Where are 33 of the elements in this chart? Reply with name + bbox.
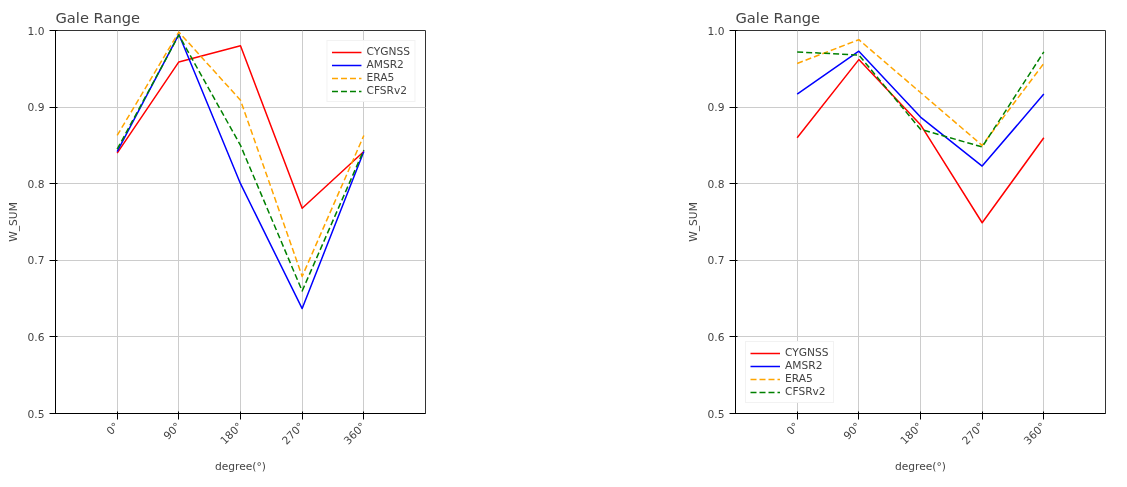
y-tick-label: 0.6 — [27, 330, 45, 344]
chart-title: Gale Range — [55, 8, 141, 26]
legend-label: ERA5 — [366, 71, 395, 84]
y-tick-label: 1.0 — [707, 24, 725, 38]
legend-label: CFSRv2 — [785, 385, 826, 398]
chart-title: Gale Range — [735, 8, 821, 26]
x-axis-title: degree(°) — [215, 459, 267, 473]
x-tick-label: 0° — [104, 419, 122, 438]
line-series — [796, 58, 1045, 224]
line-series — [116, 45, 365, 209]
legend-label: CYGNSS — [785, 346, 829, 359]
y-axis-title: W_SUM — [686, 202, 700, 242]
legend-label: ERA5 — [785, 372, 813, 385]
y-tick-label: 0.9 — [707, 101, 725, 115]
legend-label: AMSR2 — [366, 58, 404, 71]
y-tick-label: 0.8 — [707, 177, 725, 191]
y-tick-label: 0.9 — [27, 101, 45, 115]
x-tick-label: 0° — [784, 419, 802, 438]
y-tick-label: 0.5 — [27, 407, 45, 421]
line-series — [796, 50, 1045, 167]
x-axis-title: degree(°) — [895, 459, 947, 473]
legend-label: AMSR2 — [785, 359, 823, 372]
y-tick-label: 0.8 — [27, 177, 45, 191]
y-tick-label: 0.6 — [707, 330, 725, 344]
y-tick-label: 1.0 — [27, 24, 45, 38]
y-tick-label: 0.7 — [707, 254, 725, 268]
legend-label: CFSRv2 — [366, 84, 408, 97]
y-tick-label: 0.5 — [707, 407, 725, 421]
x-tick-label: 90° — [840, 419, 864, 443]
y-tick-label: 0.7 — [27, 254, 45, 268]
legend-label: CYGNSS — [366, 45, 410, 58]
x-tick-label: 90° — [160, 419, 184, 443]
y-axis-title: W_SUM — [6, 202, 20, 242]
